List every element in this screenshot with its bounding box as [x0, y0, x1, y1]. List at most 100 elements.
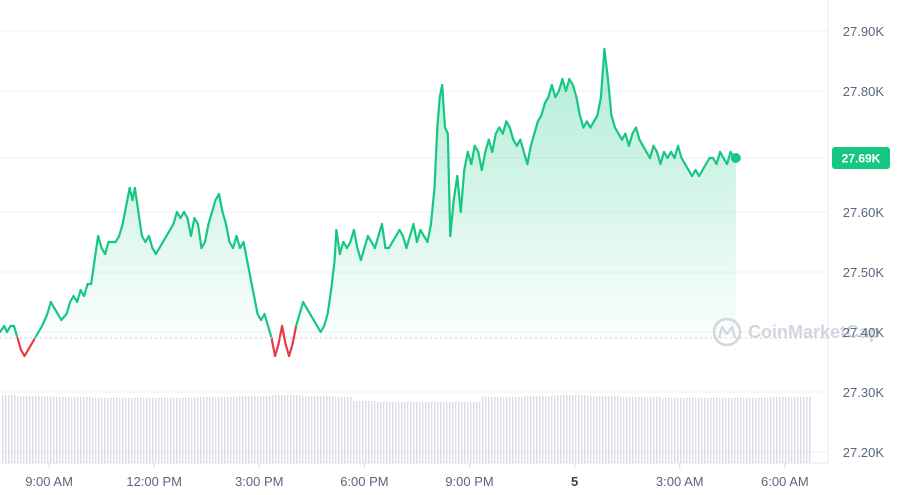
price-line-segment: [49, 300, 56, 310]
price-line-segment: [419, 228, 426, 238]
volume-bar: [14, 395, 16, 463]
volume-bar: [350, 397, 352, 463]
volume-bar: [44, 396, 46, 463]
price-line-segment: [715, 150, 722, 166]
volume-bar: [35, 396, 37, 463]
price-line-segment: [554, 89, 560, 99]
volume-bar: [152, 398, 154, 463]
price-line-segment: [543, 95, 550, 105]
volume-bar: [635, 397, 637, 463]
price-line-segment: [172, 210, 179, 226]
volume-bar: [92, 398, 94, 463]
price-line-segment: [540, 102, 546, 117]
volume-bar: [77, 397, 79, 463]
volume-bar: [461, 402, 463, 463]
volume-bar: [533, 396, 535, 463]
volume-bar: [548, 396, 550, 463]
volume-bar: [758, 398, 760, 463]
volume-bar: [251, 396, 253, 463]
volume-bar: [206, 397, 208, 463]
y-axis: 27.90K 27.80K 27.60K 27.50K 27.40K 27.30K 27.2…: [843, 24, 885, 460]
price-line-segment: [305, 306, 312, 316]
price-line-segment: [508, 126, 515, 141]
volume-bar: [47, 396, 49, 463]
volume-bar: [473, 402, 475, 463]
price-line-segment: [429, 186, 436, 226]
volume-bar: [521, 397, 523, 463]
volume-bar: [356, 401, 358, 463]
price-line-segment: [158, 240, 165, 250]
price-line-segment: [161, 234, 168, 244]
volume-bar: [410, 402, 412, 463]
price-line-segment: [477, 150, 483, 172]
price-line-segment: [606, 77, 613, 117]
volume-bar: [53, 397, 55, 463]
volume-bar: [752, 398, 754, 463]
volume-bar: [95, 398, 97, 463]
volume-bar: [452, 402, 454, 463]
current-price-badge: 27.69K: [832, 147, 890, 169]
price-line-segment: [484, 138, 490, 154]
volume-bar: [656, 397, 658, 463]
volume-bar: [392, 402, 394, 463]
volume-bar: [491, 397, 493, 463]
volume-bar: [482, 397, 484, 463]
volume-bar: [443, 402, 445, 463]
price-line-segment: [245, 258, 252, 280]
price-line-segment: [603, 47, 610, 81]
volume-bar: [248, 396, 250, 463]
price-line-segment: [291, 324, 298, 346]
volume-bar: [425, 402, 427, 463]
x-tick-label: 12:00 PM: [126, 474, 182, 489]
volume-bar: [485, 397, 487, 463]
price-line-segment: [308, 312, 315, 322]
volume-bar: [176, 398, 178, 463]
volume-bar: [683, 398, 685, 463]
price-line-segment: [186, 216, 193, 238]
volume-bar: [11, 395, 13, 463]
price-line-segment: [273, 342, 280, 358]
price-line-segment: [459, 168, 466, 214]
volume-bar: [29, 396, 31, 463]
volume-bar: [536, 396, 538, 463]
price-line-segment: [263, 312, 270, 328]
volume-bar: [575, 395, 577, 463]
price-line-segment: [405, 234, 412, 250]
price-line-segment: [610, 114, 617, 129]
volume-bar: [716, 398, 718, 463]
volume-bar: [263, 396, 265, 463]
volume-bar: [65, 397, 67, 463]
volume-bar: [800, 397, 802, 463]
volume-bar: [389, 402, 391, 463]
volume-bar: [2, 395, 4, 463]
volume-bar: [698, 398, 700, 463]
price-line-segment: [182, 210, 189, 220]
volume-bar: [566, 395, 568, 463]
volume-bar: [80, 397, 82, 463]
volume-bar: [245, 396, 247, 463]
price-line-segment: [154, 246, 161, 256]
price-line-segment: [30, 336, 37, 346]
volume-bar: [311, 396, 313, 463]
price-line-segment: [578, 114, 585, 129]
price-line-segment: [676, 144, 683, 160]
volume-bar: [161, 398, 163, 463]
volume-bar: [272, 395, 274, 463]
x-tick-label: 3:00 AM: [656, 474, 704, 489]
price-line-segment: [224, 222, 231, 244]
volume-bar: [782, 397, 784, 463]
price-line-segment: [26, 342, 33, 352]
volume-bar: [338, 397, 340, 463]
y-tick-label: 27.30K: [843, 385, 885, 400]
price-line-segment: [387, 240, 394, 250]
price-line-segment: [266, 324, 273, 340]
price-line-segment: [46, 300, 52, 316]
volume-bar: [629, 397, 631, 463]
volume-bar: [647, 397, 649, 463]
price-line-segment: [203, 222, 210, 244]
volume-bar: [407, 402, 409, 463]
price-line-segment: [571, 83, 578, 99]
volume-bar: [335, 397, 337, 463]
